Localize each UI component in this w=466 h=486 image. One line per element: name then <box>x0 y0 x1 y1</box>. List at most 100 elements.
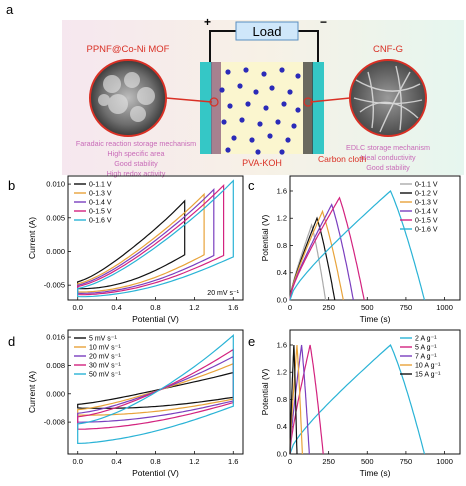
legend-label: 30 mV s⁻¹ <box>89 363 121 370</box>
ion-19 <box>291 123 297 129</box>
panel-e-letter: e <box>248 334 255 349</box>
ion-10 <box>227 103 233 109</box>
x-tick-label: 500 <box>361 303 374 312</box>
zoom-line-left <box>165 97 213 103</box>
legend-label: 50 mV s⁻¹ <box>89 372 121 379</box>
electrolyte-ions <box>219 67 301 155</box>
charts-area: b0.0 0.4 0.8 1.2 1.6-0.0050.0000.0050.010Pot… <box>8 175 461 478</box>
chart-d: d 0.0 0.4 0.8 1.2 1.6 -0.008 0.000 0.008 0.016 Pot… <box>8 329 244 478</box>
series-line-0 <box>77 199 186 290</box>
ion-15 <box>221 119 227 125</box>
load-label: Load <box>253 24 282 39</box>
x-tick-label: 0 <box>288 303 292 312</box>
legend-label: 5 mV s⁻¹ <box>89 336 117 343</box>
y-tick-label: 1.6 <box>277 340 287 349</box>
ion-4 <box>295 73 301 79</box>
ion-13 <box>281 101 287 107</box>
zoom-line-right <box>309 97 351 103</box>
ion-16 <box>239 117 245 123</box>
x-tick-label: 1.2 <box>189 457 199 466</box>
ion-0 <box>225 69 231 75</box>
ion-5 <box>219 87 225 93</box>
legend-label: 2 A g⁻¹ <box>415 336 437 343</box>
legend-label: 10 A g⁻¹ <box>415 363 441 370</box>
series-line-1 <box>77 192 205 293</box>
legend-label: 0-1.2 V <box>415 191 438 198</box>
y-tick-label: 1.2 <box>277 368 287 377</box>
series-line-3 <box>77 348 234 430</box>
ion-12 <box>263 105 269 111</box>
y-tick-label: 0.010 <box>46 180 65 189</box>
series-line-4 <box>289 344 298 455</box>
ion-25 <box>255 149 261 155</box>
ion-3 <box>279 67 285 73</box>
ion-8 <box>269 85 275 91</box>
series-line-4 <box>77 333 234 445</box>
x-tick-label: 250 <box>322 303 335 312</box>
panel-a-letter: a <box>6 2 14 17</box>
y-tick-label: 1.2 <box>277 214 287 223</box>
series-line-1 <box>289 344 324 455</box>
y-axis-label: Potential (V) <box>260 214 270 261</box>
chart-e: e 0 250 500 750 1000 0.0 0.4 0.8 1.2 1.6 Time (s) Po… <box>248 329 461 478</box>
x-tick-label: 0.4 <box>111 303 121 312</box>
zoom-spot-left <box>209 97 219 107</box>
ion-14 <box>295 107 301 113</box>
ion-17 <box>257 121 263 127</box>
ion-22 <box>267 133 273 139</box>
right-electrode-material <box>303 62 313 154</box>
y-tick-label: 0.000 <box>46 247 65 256</box>
y-tick-label: 0.008 <box>46 361 65 370</box>
ion-26 <box>279 149 285 155</box>
load-box <box>235 21 299 41</box>
left-features: Faradaic reaction storage mechanism High… <box>76 139 196 178</box>
ion-2 <box>261 71 267 77</box>
chart-e-frame <box>289 329 461 455</box>
x-tick-label: 1.6 <box>228 457 238 466</box>
x-tick-label: 0.0 <box>73 457 83 466</box>
series-line-5 <box>289 190 426 301</box>
x-tick-label: 0.8 <box>150 303 160 312</box>
x-axis-label: Potentiol (V) <box>132 468 179 478</box>
right-feature-1: EDLC storage mechanism <box>346 143 430 152</box>
legend-label: 0-1.6 V <box>89 218 112 225</box>
x-tick-label: 0.4 <box>111 457 121 466</box>
zoom-spot-right <box>303 97 313 107</box>
right-title: CNF-G <box>373 44 403 55</box>
legend-label: 7 A g⁻¹ <box>415 354 437 361</box>
y-tick-label: -0.008 <box>44 418 65 427</box>
chart-b: b 0.0 0.4 0.8 1.2 1.6 -0.005 0.000 0.005 0.010 Pot… <box>8 175 244 324</box>
series-line-4 <box>289 196 365 301</box>
x-axis-label: Potential (V) <box>132 314 179 324</box>
y-tick-label: 0.4 <box>277 422 287 431</box>
left-title: PPNF@Co-Ni MOF <box>86 44 169 55</box>
series-line-2 <box>77 188 215 295</box>
right-features: EDLC storage mechanism Ideal conductivit… <box>346 143 430 172</box>
chart-c-frame <box>289 175 461 301</box>
y-tick-label: 0.0 <box>277 296 287 305</box>
legend-label: 0-1.3 V <box>89 191 112 198</box>
series-line-4 <box>77 179 234 298</box>
left-collector <box>200 62 212 154</box>
legend-label: 0-1.4 V <box>89 200 112 207</box>
ion-20 <box>231 135 237 141</box>
electrolyte-label: PVA-KOH <box>242 158 282 168</box>
panel-d-letter: d <box>8 334 15 349</box>
x-axis-label: Time (s) <box>360 468 391 478</box>
sem-right-fibers <box>353 65 423 133</box>
left-electrode-material <box>211 62 221 154</box>
ion-23 <box>285 137 291 143</box>
x-tick-label: 1000 <box>436 303 453 312</box>
circuit-wire <box>209 30 319 62</box>
series-line-0 <box>289 223 327 301</box>
x-tick-label: 250 <box>322 457 335 466</box>
ion-21 <box>249 137 255 143</box>
scan-rate-annotation: 20 mV s⁻¹ <box>207 290 239 297</box>
ion-9 <box>287 89 293 95</box>
series-line-0 <box>289 344 426 455</box>
legend-label: 0-1.6 V <box>415 227 438 234</box>
x-tick-label: 1000 <box>436 457 453 466</box>
x-axis-label: Time (s) <box>360 314 391 324</box>
y-tick-label: 1.6 <box>277 186 287 195</box>
x-tick-label: 750 <box>400 457 413 466</box>
